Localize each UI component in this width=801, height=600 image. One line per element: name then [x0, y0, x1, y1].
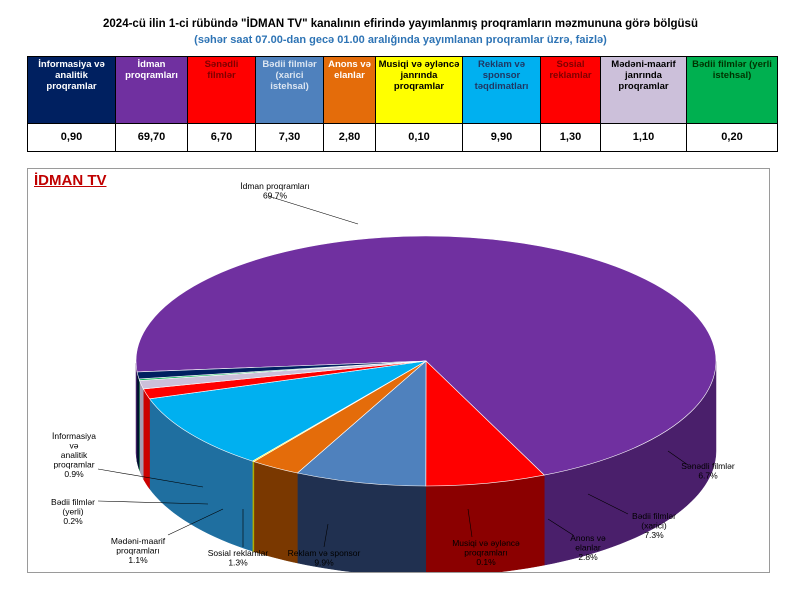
slice-label-8: Bədii filmlər (yerli) 0.2% [51, 497, 95, 526]
pie-chart: İdman proqramları 69.7% Sənədli filmlər 6.7… [51, 181, 735, 572]
category-header-2: Sənədli filmlər [187, 56, 256, 124]
slice-pct-1: 6.7% [698, 471, 718, 481]
page-subtitle: (səhər saat 07.00-dan gecə 01.00 aralığı… [194, 34, 607, 46]
slice-label-5: Reklam və sponsor 9.9% [288, 548, 361, 568]
slice-label-1: Sənədli filmlər 6.7% [681, 461, 735, 481]
category-value-6: 9,90 [462, 123, 541, 152]
category-value-0: 0,90 [27, 123, 116, 152]
pie-side-6-7 [143, 388, 150, 490]
chart-title: İDMAN TV [34, 172, 107, 189]
category-header-6: Reklam və sponsor təqdimatları [462, 56, 541, 124]
category-header-0: İnformasiya və analitik proqramlar [27, 56, 116, 124]
category-value-8: 1,10 [600, 123, 687, 152]
leader-line-7 [167, 508, 224, 536]
slice-pct-6: 1.3% [228, 558, 248, 568]
leader-line-3 [547, 518, 574, 536]
category-header-8: Mədəni-maarif janrında proqramlar [600, 56, 687, 124]
chart-area: İDMAN TV İdman proqramları 69.7% Sənədli f… [27, 168, 770, 573]
slice-label-6: Sosial reklamlar 1.3% [208, 548, 269, 568]
category-value-1: 69,70 [115, 123, 188, 152]
category-header-1: İdman proqramları [115, 56, 188, 124]
slice-pct-7: 1.1% [128, 555, 148, 565]
category-value-9: 0,20 [686, 123, 778, 152]
leader-line-8 [97, 500, 209, 505]
category-value-7: 1,30 [540, 123, 601, 152]
slice-label-2: Bədii filmlər (xarici) 7.3% [632, 511, 676, 540]
category-value-4: 2,80 [323, 123, 376, 152]
slice-pct-4: 0.1% [476, 557, 496, 567]
slice-pct-5: 9.9% [314, 558, 334, 568]
slice-pct-8: 0.2% [63, 516, 83, 526]
category-table: İnformasiya və analitik proqramlar İdman … [27, 56, 778, 152]
leader-line-2 [587, 493, 629, 515]
pie-slice-2 [296, 360, 427, 487]
category-header-5: Musiqi və əyləncə janrında proqramlar [375, 56, 463, 124]
pie-slice-1 [425, 360, 545, 487]
leader-line-1 [667, 450, 689, 466]
category-value-row: 0,90 69,70 6,70 7,30 2,80 0,10 9,90 1,30 1,10 0,2… [27, 123, 778, 152]
leader-line-5 [323, 523, 329, 548]
leader-line-4 [467, 508, 473, 538]
slice-label-3: Anons və elanlar 2.8% [570, 533, 606, 562]
pie-side-7-8 [139, 380, 144, 480]
category-value-5: 0,10 [375, 123, 463, 152]
pie-slice-5 [149, 360, 427, 462]
pie-side-9-10 [136, 371, 140, 469]
category-header-9: Bədii filmlər (yerli istehsal) [686, 56, 778, 124]
slice-label-7: Mədəni-maarif proqramları 1.1% [111, 536, 166, 565]
category-header-4: Anons və elanlar [323, 56, 376, 124]
slice-pct-0: 69.7% [263, 191, 288, 201]
category-header-row: İnformasiya və analitik proqramlar İdman … [27, 56, 778, 124]
page-title: 2024-cü ilin 1-ci rübündə "İDMAN TV" kan… [103, 18, 698, 30]
category-header-3: Bədii filmlər (xarici istehsal) [255, 56, 324, 124]
slice-pct-9: 0.9% [64, 469, 84, 479]
pie-slice-9 [136, 360, 427, 380]
category-value-3: 7,30 [255, 123, 324, 152]
leader-line-0 [267, 195, 359, 225]
leader-line-9 [97, 468, 204, 488]
slice-pct-3: 2.8% [578, 552, 598, 562]
slice-pct-2: 7.3% [644, 530, 664, 540]
slice-label-0: İdman proqramları 69.7% [240, 181, 309, 201]
slice-label-9: İnformasiya və analitik proqramlar 0.9% [52, 431, 96, 479]
pie-slice-0 [135, 235, 717, 476]
slice-label-4: Musiqi və əyləncə proqramları 0.1% [452, 538, 520, 567]
category-header-7: Sosial reklamlar [540, 56, 601, 124]
category-value-2: 6,70 [187, 123, 256, 152]
